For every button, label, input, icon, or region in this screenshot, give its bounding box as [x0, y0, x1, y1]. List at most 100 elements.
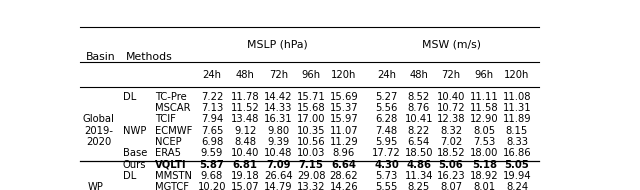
- Text: WP
2019: WP 2019: [83, 182, 108, 190]
- Text: 9.59: 9.59: [201, 148, 223, 158]
- Text: Basin: Basin: [86, 52, 115, 62]
- Text: 13.32: 13.32: [297, 182, 325, 190]
- Text: NWP: NWP: [123, 126, 146, 136]
- Text: 17.00: 17.00: [297, 115, 325, 124]
- Text: 15.69: 15.69: [330, 92, 358, 102]
- Text: 5.18: 5.18: [472, 160, 497, 169]
- Text: 10.72: 10.72: [436, 103, 465, 113]
- Text: 8.48: 8.48: [234, 137, 256, 147]
- Text: 5.73: 5.73: [376, 171, 397, 181]
- Text: 8.52: 8.52: [408, 92, 430, 102]
- Text: 11.29: 11.29: [330, 137, 358, 147]
- Text: 11.89: 11.89: [502, 115, 531, 124]
- Text: 7.09: 7.09: [266, 160, 291, 169]
- Text: NCEP: NCEP: [155, 137, 182, 147]
- Text: 14.33: 14.33: [264, 103, 292, 113]
- Text: 5.06: 5.06: [438, 160, 463, 169]
- Text: MGTCF: MGTCF: [155, 182, 189, 190]
- Text: 15.68: 15.68: [297, 103, 326, 113]
- Text: 19.18: 19.18: [231, 171, 259, 181]
- Text: 5.05: 5.05: [504, 160, 529, 169]
- Text: ERA5: ERA5: [155, 148, 181, 158]
- Text: 48h: 48h: [410, 70, 428, 80]
- Text: 9.12: 9.12: [234, 126, 257, 136]
- Text: 10.56: 10.56: [297, 137, 326, 147]
- Text: 18.92: 18.92: [470, 171, 499, 181]
- Text: TC-Pre: TC-Pre: [155, 92, 187, 102]
- Text: 13.48: 13.48: [231, 115, 259, 124]
- Text: 11.07: 11.07: [330, 126, 358, 136]
- Text: 120h: 120h: [504, 70, 530, 80]
- Text: 29.08: 29.08: [297, 171, 325, 181]
- Text: 10.20: 10.20: [198, 182, 226, 190]
- Text: 18.50: 18.50: [404, 148, 433, 158]
- Text: 7.53: 7.53: [473, 137, 495, 147]
- Text: 8.32: 8.32: [440, 126, 462, 136]
- Text: 6.64: 6.64: [332, 160, 356, 169]
- Text: 15.07: 15.07: [231, 182, 259, 190]
- Text: 26.64: 26.64: [264, 171, 292, 181]
- Text: 15.97: 15.97: [330, 115, 358, 124]
- Text: 6.98: 6.98: [201, 137, 223, 147]
- Text: 11.34: 11.34: [404, 171, 433, 181]
- Text: 6.28: 6.28: [376, 115, 397, 124]
- Text: 7.22: 7.22: [201, 92, 223, 102]
- Text: 5.55: 5.55: [375, 182, 397, 190]
- Text: 11.08: 11.08: [503, 92, 531, 102]
- Text: 7.02: 7.02: [440, 137, 462, 147]
- Text: 17.72: 17.72: [372, 148, 401, 158]
- Text: 12.90: 12.90: [470, 115, 499, 124]
- Text: MSW (m/s): MSW (m/s): [422, 40, 481, 50]
- Text: MSCAR: MSCAR: [155, 103, 190, 113]
- Text: 11.52: 11.52: [231, 103, 260, 113]
- Text: 8.05: 8.05: [473, 126, 495, 136]
- Text: 8.33: 8.33: [506, 137, 528, 147]
- Text: 120h: 120h: [331, 70, 356, 80]
- Text: 8.15: 8.15: [506, 126, 528, 136]
- Text: 5.87: 5.87: [200, 160, 224, 169]
- Text: 11.78: 11.78: [231, 92, 259, 102]
- Text: ECMWF: ECMWF: [155, 126, 192, 136]
- Text: 7.15: 7.15: [299, 160, 324, 169]
- Text: 48h: 48h: [236, 70, 255, 80]
- Text: 5.27: 5.27: [375, 92, 397, 102]
- Text: 15.71: 15.71: [297, 92, 326, 102]
- Text: 6.54: 6.54: [408, 137, 430, 147]
- Text: Base: Base: [123, 148, 147, 158]
- Text: 10.40: 10.40: [437, 92, 465, 102]
- Text: 10.48: 10.48: [264, 148, 292, 158]
- Text: 9.39: 9.39: [268, 137, 289, 147]
- Text: 24h: 24h: [202, 70, 221, 80]
- Text: 9.68: 9.68: [201, 171, 223, 181]
- Text: MSLP (hPa): MSLP (hPa): [247, 40, 308, 50]
- Text: 96h: 96h: [475, 70, 494, 80]
- Text: 10.35: 10.35: [297, 126, 325, 136]
- Text: VQLTI: VQLTI: [155, 160, 186, 169]
- Text: Methods: Methods: [126, 52, 173, 62]
- Text: 7.65: 7.65: [201, 126, 223, 136]
- Text: 19.94: 19.94: [502, 171, 531, 181]
- Text: 14.26: 14.26: [330, 182, 358, 190]
- Text: 18.00: 18.00: [470, 148, 499, 158]
- Text: 28.62: 28.62: [330, 171, 358, 181]
- Text: 5.95: 5.95: [375, 137, 397, 147]
- Text: 16.23: 16.23: [436, 171, 465, 181]
- Text: 8.25: 8.25: [408, 182, 430, 190]
- Text: 6.81: 6.81: [233, 160, 258, 169]
- Text: 8.24: 8.24: [506, 182, 528, 190]
- Text: 5.56: 5.56: [375, 103, 397, 113]
- Text: Global
2019-
2020: Global 2019- 2020: [83, 114, 115, 147]
- Text: 24h: 24h: [377, 70, 396, 80]
- Text: 10.41: 10.41: [404, 115, 433, 124]
- Text: 8.76: 8.76: [408, 103, 430, 113]
- Text: 18.52: 18.52: [436, 148, 465, 158]
- Text: 11.31: 11.31: [502, 103, 531, 113]
- Text: 7.48: 7.48: [376, 126, 397, 136]
- Text: 96h: 96h: [301, 70, 321, 80]
- Text: MMSTN: MMSTN: [155, 171, 192, 181]
- Text: 11.11: 11.11: [470, 92, 499, 102]
- Text: 8.01: 8.01: [473, 182, 495, 190]
- Text: 8.07: 8.07: [440, 182, 462, 190]
- Text: 8.96: 8.96: [333, 148, 355, 158]
- Text: 14.42: 14.42: [264, 92, 292, 102]
